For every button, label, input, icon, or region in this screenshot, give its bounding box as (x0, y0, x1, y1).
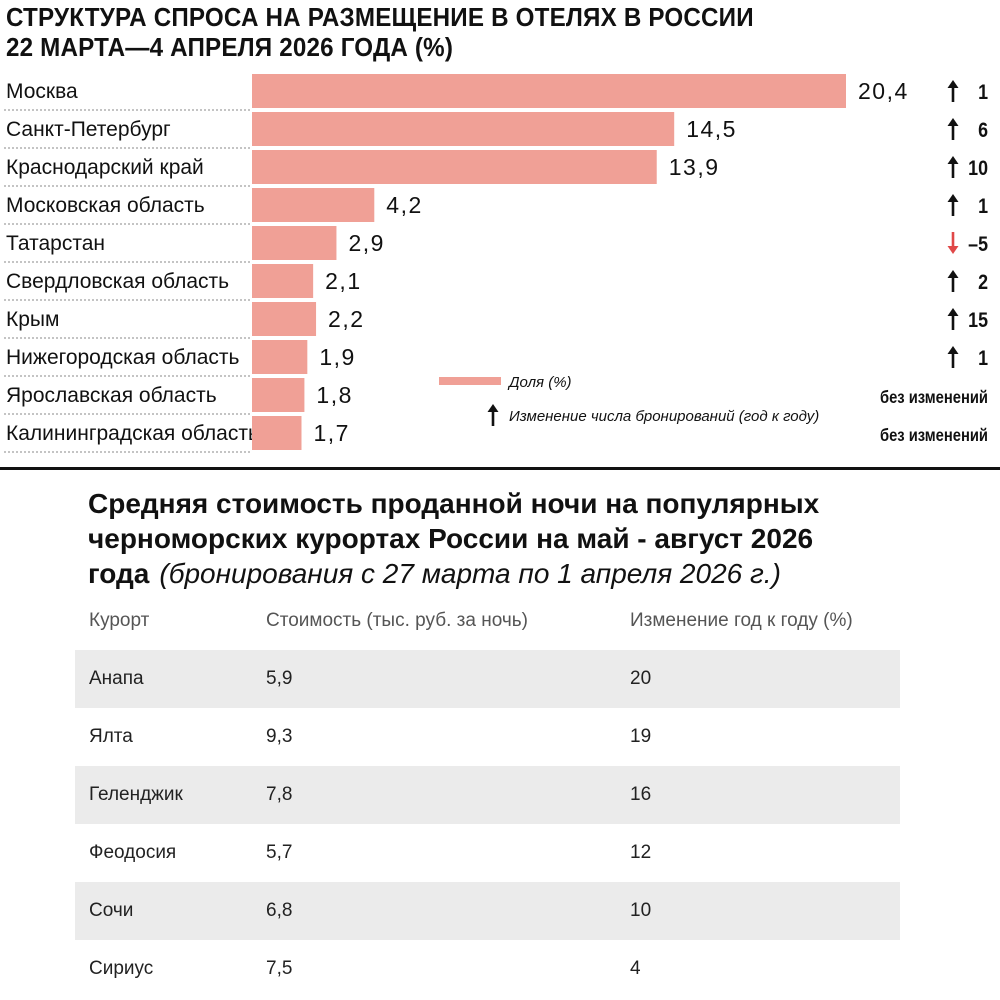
legend-up-arrow-icon (487, 404, 499, 426)
cell-resort: Феодосия (89, 842, 177, 863)
value-label: 1,8 (316, 382, 352, 408)
change-value: 1 (978, 81, 988, 105)
category-label: Калининградская область (6, 422, 259, 445)
table-row: Анапа 5,9 20 (75, 650, 900, 708)
up-arrow-icon (947, 346, 959, 368)
legend-share-label: Доля (%) (507, 374, 572, 391)
category-label: Свердловская область (6, 270, 229, 293)
table-row: Феодосия 5,7 12 (75, 824, 900, 882)
cell-price: 6,8 (266, 900, 293, 921)
bar (252, 74, 846, 108)
bar-chart: Москва 20,4 1 Санкт-Петербург 14,5 6 Краснодар… (4, 74, 988, 453)
change-value: 15 (968, 309, 988, 333)
change-value: 2 (978, 271, 988, 295)
table-row: Ялта 9,3 19 (75, 708, 900, 766)
change-value: 10 (968, 157, 988, 181)
change-label: без изменений (880, 388, 988, 408)
change-value: 1 (978, 195, 988, 219)
bar (252, 378, 305, 412)
cell-resort: Анапа (89, 668, 144, 689)
down-arrow-icon (947, 232, 959, 254)
up-arrow-icon (947, 156, 959, 178)
value-label: 13,9 (669, 154, 720, 180)
bar (252, 302, 317, 336)
table-title: Средняя стоимость проданной ночи на попу… (88, 486, 968, 591)
bar (252, 264, 314, 298)
cell-change: 16 (630, 784, 652, 805)
cell-change: 20 (630, 668, 652, 689)
cell-change: 10 (630, 900, 652, 921)
chart-title-line-1: СТРУКТУРА СПРОСА НА РАЗМЕЩЕНИЕ В ОТЕЛЯХ … (6, 2, 754, 32)
cell-price: 9,3 (266, 726, 293, 747)
legend-change-label: Изменение числа бронирований (год к году… (509, 408, 819, 425)
header-resort: Курорт (89, 610, 150, 631)
value-label: 20,4 (858, 78, 909, 104)
cell-resort: Геленджик (89, 784, 183, 805)
cell-resort: Сочи (89, 900, 134, 921)
legend-swatch (439, 377, 501, 385)
cell-change: 19 (630, 726, 652, 747)
value-label: 4,2 (386, 192, 422, 218)
chart-title-line-2: 22 МАРТА—4 АПРЕЛЯ 2026 ГОДА (%) (6, 32, 454, 62)
table-row: Сириус 7,5 4 (75, 940, 900, 998)
cell-change: 12 (630, 842, 652, 863)
change-value: 1 (978, 347, 988, 371)
cell-price: 5,9 (266, 668, 293, 689)
category-label: Нижегородская область (6, 346, 239, 369)
value-label: 1,7 (314, 420, 350, 446)
value-label: 2,1 (325, 268, 361, 294)
value-label: 2,9 (348, 230, 384, 256)
cell-price: 5,7 (266, 842, 293, 863)
table-row: Геленджик 7,8 16 (75, 766, 900, 824)
cell-price: 7,8 (266, 784, 293, 805)
bar (252, 188, 375, 222)
value-label: 14,5 (686, 116, 737, 142)
category-label: Москва (6, 80, 78, 103)
category-label: Татарстан (6, 232, 105, 255)
header-price: Стоимость (тыс. руб. за ночь) (266, 610, 528, 631)
value-label: 2,2 (328, 306, 364, 332)
up-arrow-icon (947, 118, 959, 140)
category-label: Краснодарский край (6, 156, 204, 179)
header-change: Изменение год к году (%) (630, 610, 853, 631)
bar (252, 112, 675, 146)
bar (252, 150, 657, 184)
table-row: Сочи 6,8 10 (75, 882, 900, 940)
resort-price-table: Курорт Стоимость (тыс. руб. за ночь) Изм… (75, 592, 900, 998)
change-value: 6 (978, 119, 988, 143)
change-label: без изменений (880, 426, 988, 446)
up-arrow-icon (947, 80, 959, 102)
value-label: 1,9 (319, 344, 355, 370)
table-title-main: Средняя стоимость проданной ночи на попу… (88, 488, 820, 589)
chart-title: СТРУКТУРА СПРОСА НА РАЗМЕЩЕНИЕ В ОТЕЛЯХ … (6, 2, 754, 62)
up-arrow-icon (947, 270, 959, 292)
table-header-row: Курорт Стоимость (тыс. руб. за ночь) Изм… (75, 592, 900, 650)
bar (252, 226, 337, 260)
change-value: –5 (968, 233, 988, 257)
bar (252, 416, 302, 450)
category-label: Крым (6, 308, 59, 331)
up-arrow-icon (947, 194, 959, 216)
cell-change: 4 (630, 958, 641, 979)
table-subtitle: (бронирования с 27 марта по 1 апреля 202… (159, 558, 781, 589)
cell-resort: Сириус (89, 958, 154, 979)
category-label: Санкт-Петербург (6, 118, 171, 141)
section-divider (0, 467, 1000, 470)
category-label: Ярославская область (6, 384, 217, 407)
category-label: Московская область (6, 194, 205, 217)
cell-resort: Ялта (89, 726, 133, 747)
bar (252, 340, 308, 374)
up-arrow-icon (947, 308, 959, 330)
cell-price: 7,5 (266, 958, 293, 979)
